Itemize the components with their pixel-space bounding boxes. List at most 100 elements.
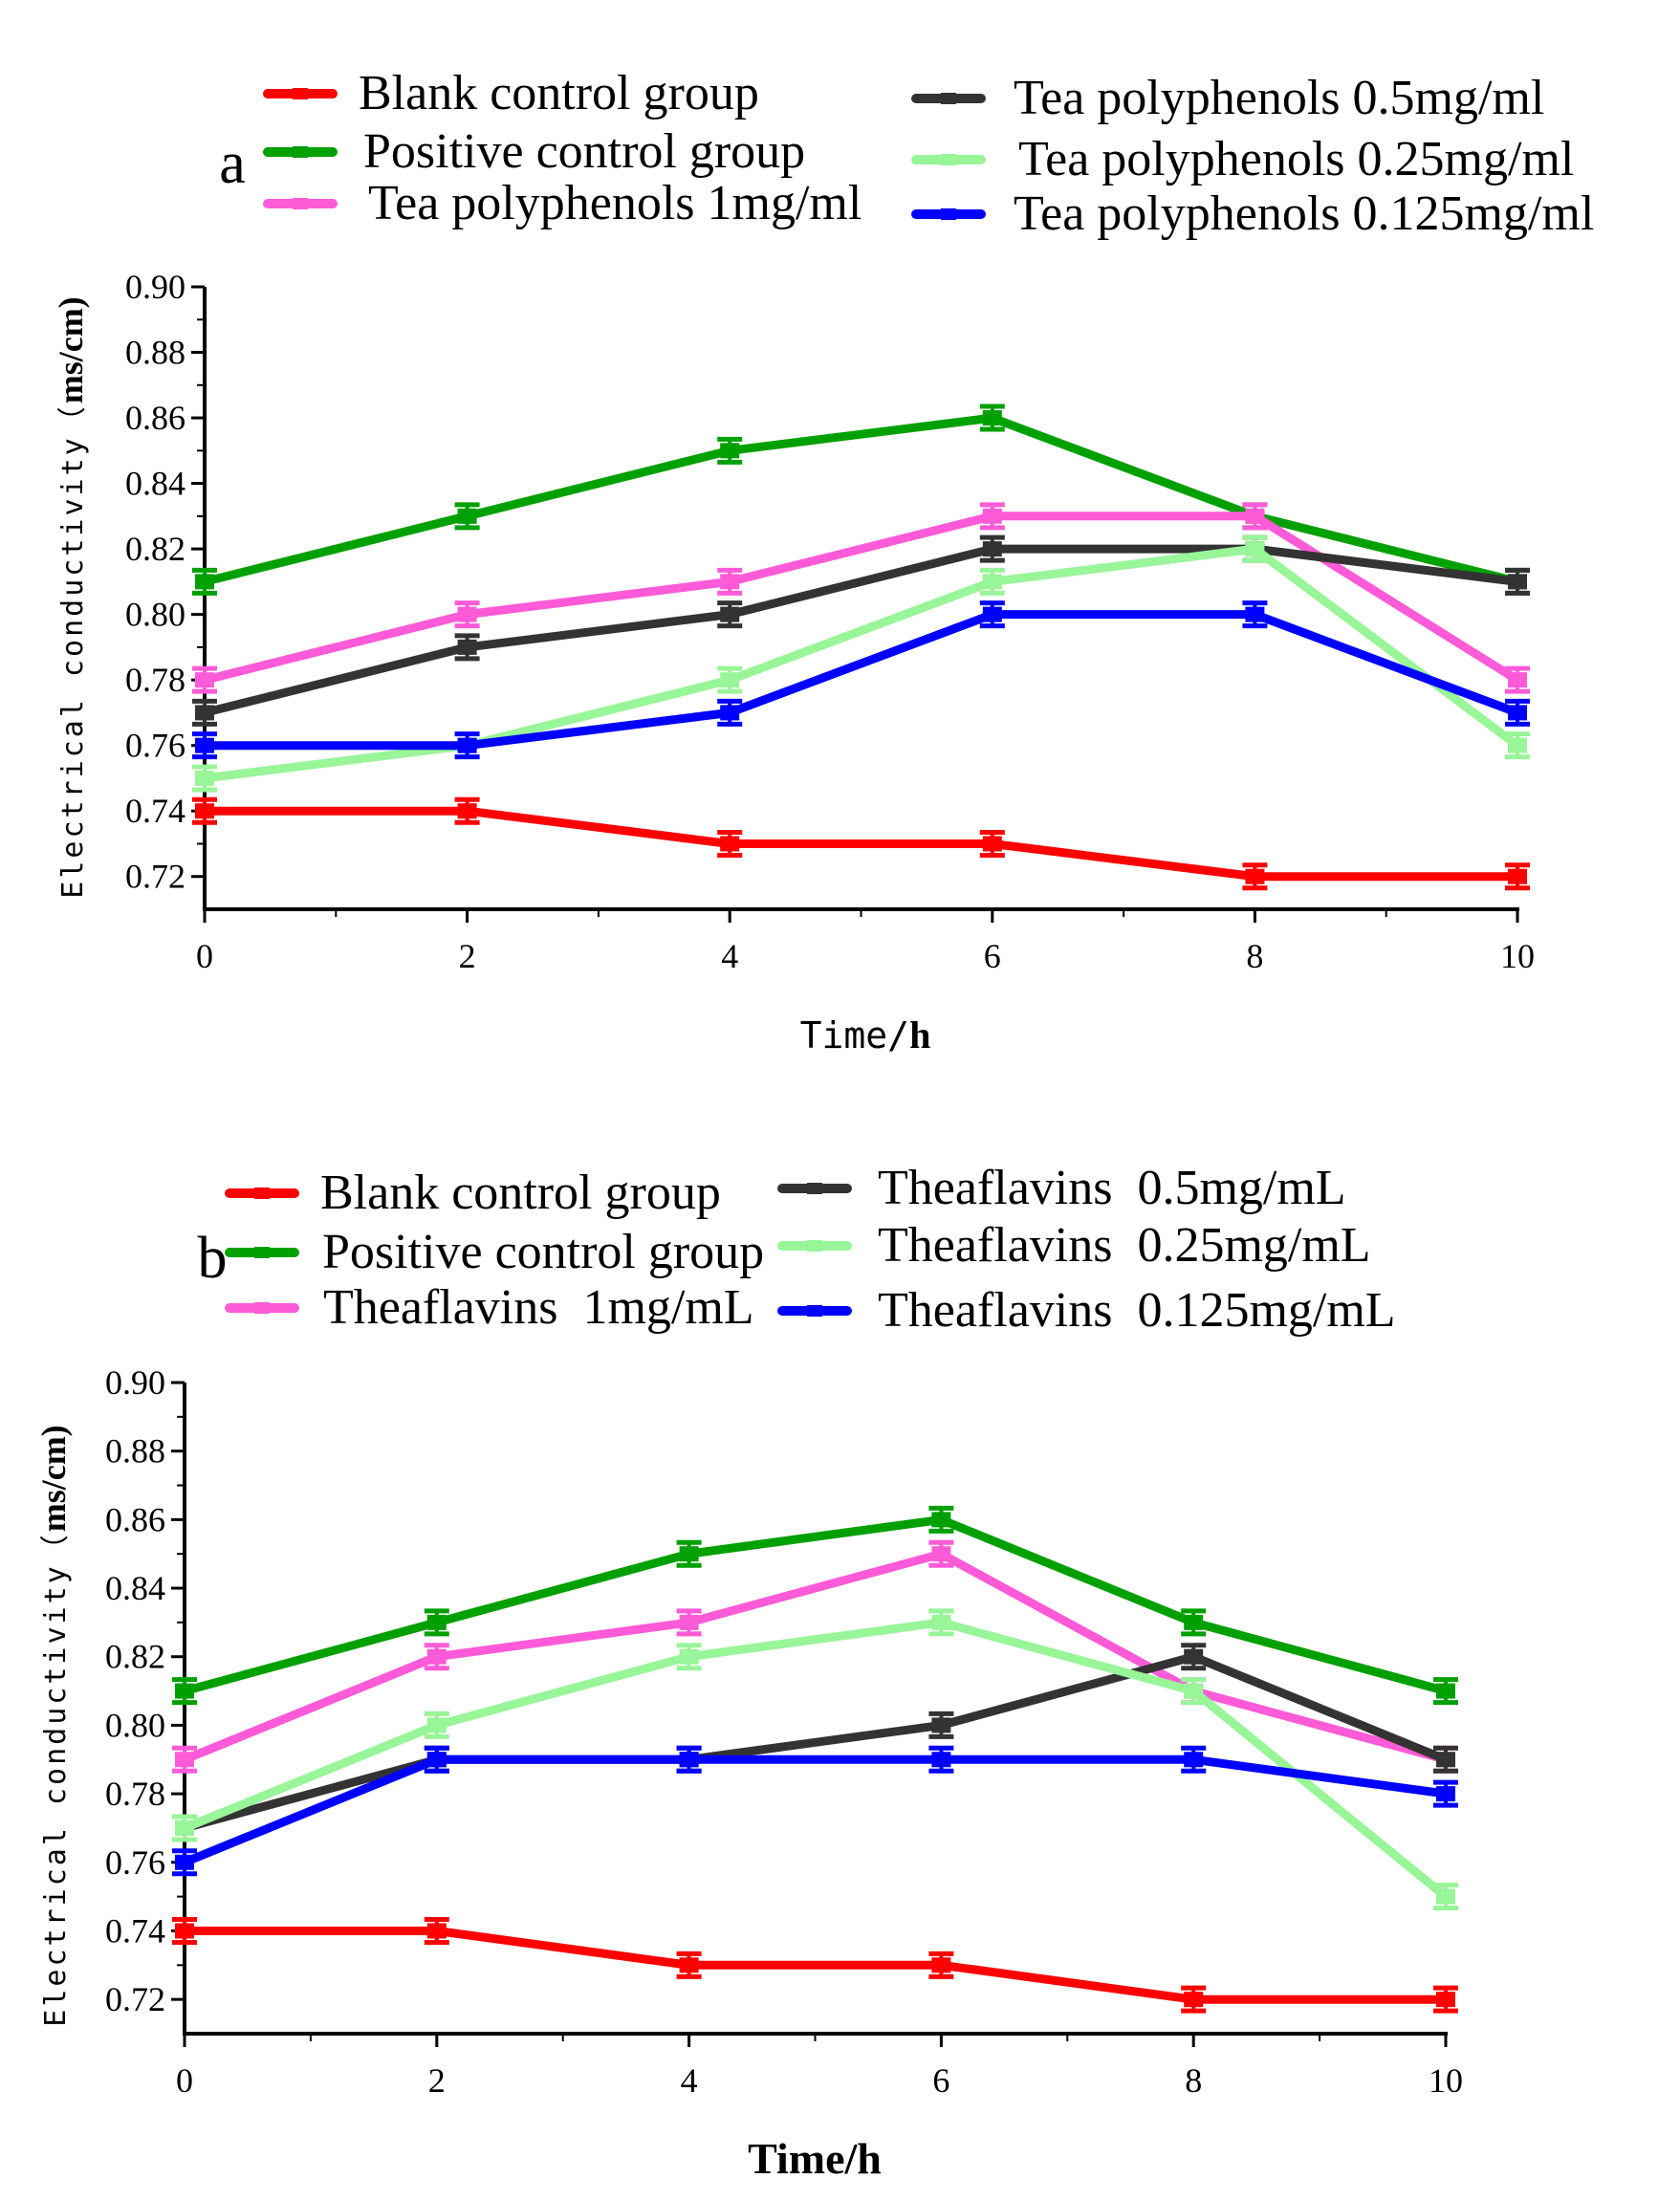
- x-tick-label: 10: [1500, 937, 1535, 975]
- data-point: [454, 502, 480, 531]
- marker: [426, 1648, 447, 1665]
- marker: [1245, 541, 1265, 557]
- legend-label: Positive control group: [363, 124, 805, 179]
- legend-entry: Positive control group: [225, 1225, 764, 1279]
- marker: [931, 1512, 951, 1528]
- marker: [195, 705, 214, 721]
- legend-entry: Tea polyphenols 0.125mg/ml: [911, 186, 1594, 241]
- legend-entry: Blank control group: [263, 66, 759, 120]
- marker: [931, 1957, 951, 1973]
- x-axis-label: Time/h: [800, 1013, 931, 1057]
- data-point: [676, 1745, 702, 1774]
- series-2: [172, 1539, 1458, 1774]
- data-point: [1181, 1677, 1207, 1706]
- marker: [1245, 868, 1265, 884]
- marker: [195, 737, 214, 753]
- data-point: [676, 1643, 702, 1671]
- data-point: [979, 567, 1005, 596]
- series-line: [200, 610, 1522, 751]
- series-line: [180, 1754, 1451, 1867]
- series-line: [180, 1927, 1451, 2004]
- legend-label: Tea polyphenols 0.25mg/ml: [1018, 132, 1574, 186]
- marker: [1436, 1786, 1455, 1802]
- legend-marker: [254, 1247, 270, 1258]
- data-point: [172, 1745, 197, 1774]
- legend-marker: [941, 93, 956, 104]
- legend-label: Tea polyphenols 0.125mg/ml: [1014, 186, 1594, 241]
- legend-marker: [293, 88, 308, 99]
- x-tick-label: 0: [176, 2061, 193, 2100]
- marker: [195, 770, 214, 786]
- marker: [982, 574, 1002, 590]
- data-point: [192, 731, 217, 760]
- marker: [679, 1957, 699, 1973]
- legend-marker: [293, 198, 308, 209]
- data-point: [172, 1814, 197, 1842]
- data-point: [454, 796, 480, 825]
- legend-label: Theaflavins 1mg/mL: [323, 1280, 754, 1335]
- x-axis-label: Time/h: [748, 2134, 882, 2183]
- data-point: [192, 764, 217, 793]
- series-1: [172, 1505, 1458, 1706]
- x-tick-label: 0: [196, 937, 213, 975]
- marker: [1436, 1752, 1455, 1768]
- y-tick-label: 0.82: [105, 1638, 165, 1676]
- data-point: [1181, 1643, 1207, 1671]
- legend-entry: Theaflavins 0.125mg/mL: [777, 1283, 1396, 1338]
- marker: [1508, 868, 1527, 884]
- panel-a: 0.72 0.74 0.76 0.78 0.80 0.82 0.84 0.86 0.88 0.90…: [52, 66, 1594, 1057]
- series-line: [180, 1618, 1451, 1902]
- marker: [1245, 606, 1265, 622]
- marker: [426, 1717, 447, 1733]
- data-point: [979, 829, 1005, 858]
- y-tick-label: 0.88: [105, 1432, 165, 1471]
- data-point: [1181, 1608, 1207, 1637]
- data-point: [424, 1745, 449, 1774]
- series-0: [172, 1916, 1458, 2014]
- x-tick-label: 6: [984, 937, 1001, 975]
- data-point: [1242, 534, 1268, 563]
- marker: [457, 639, 477, 655]
- legend-entry: Theaflavins 0.25mg/mL: [777, 1218, 1371, 1273]
- legend-label: Blank control group: [320, 1166, 721, 1220]
- legend-entry: Blank control group: [225, 1166, 721, 1220]
- data-point: [1505, 731, 1530, 760]
- marker: [1508, 574, 1527, 590]
- marker: [931, 1717, 951, 1733]
- panel-label: a: [219, 131, 246, 196]
- data-point: [928, 1505, 954, 1534]
- marker: [426, 1923, 447, 1939]
- marker: [457, 803, 477, 819]
- data-point: [717, 436, 743, 465]
- data-point: [979, 502, 1005, 531]
- marker: [982, 541, 1002, 557]
- marker: [931, 1546, 951, 1562]
- legend-entry: Tea polyphenols 0.25mg/ml: [911, 132, 1574, 186]
- data-point: [1433, 1779, 1458, 1808]
- legend-entry: Theaflavins 1mg/mL: [225, 1280, 754, 1335]
- data-point: [1505, 665, 1530, 694]
- series-5: [192, 600, 1530, 760]
- data-point: [1505, 698, 1530, 727]
- y-tick-label: 0.86: [105, 1500, 165, 1538]
- data-point: [1433, 1677, 1458, 1706]
- marker: [1184, 1752, 1204, 1768]
- x-axis-label-unit: h: [909, 1013, 930, 1057]
- marker: [1436, 1992, 1455, 2008]
- marker: [457, 606, 477, 622]
- legend-entry: Theaflavins 0.5mg/mL: [777, 1161, 1346, 1215]
- series-4: [172, 1608, 1458, 1911]
- data-point: [928, 1711, 954, 1739]
- marker: [982, 606, 1002, 622]
- data-point: [1505, 862, 1530, 891]
- series-line: [180, 1515, 1451, 1696]
- data-point: [192, 665, 217, 694]
- marker: [931, 1614, 951, 1630]
- y-tick-label: 0.80: [125, 596, 185, 634]
- data-point: [717, 567, 743, 596]
- data-point: [454, 731, 480, 760]
- data-point: [454, 633, 480, 662]
- y-axis-label-text: Electrical conductivity（: [56, 403, 90, 898]
- data-point: [1505, 567, 1530, 596]
